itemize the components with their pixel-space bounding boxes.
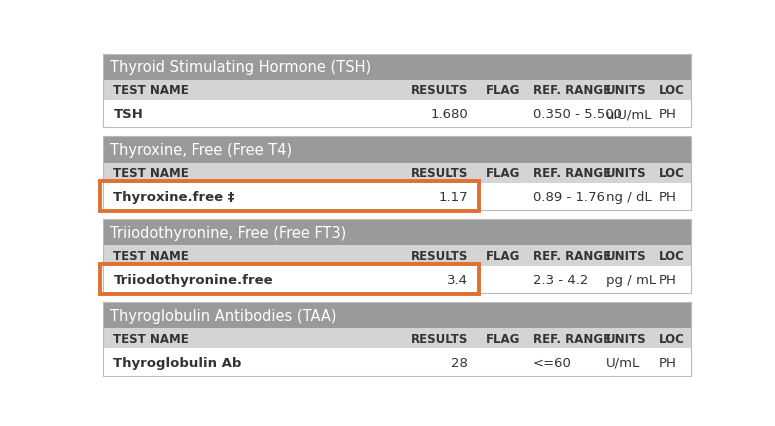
Text: pg / mL: pg / mL <box>606 273 656 286</box>
Text: uIU/mL: uIU/mL <box>606 108 653 121</box>
Bar <box>103 246 691 266</box>
Bar <box>103 163 691 183</box>
Text: Thyroxine, Free (Free T4): Thyroxine, Free (Free T4) <box>110 143 292 158</box>
Text: RESULTS: RESULTS <box>411 167 468 180</box>
Text: Triiodothyronine.free: Triiodothyronine.free <box>113 273 273 286</box>
Text: 2.3 - 4.2: 2.3 - 4.2 <box>532 273 588 286</box>
Text: RESULTS: RESULTS <box>411 84 468 97</box>
Bar <box>103 137 691 210</box>
Text: FLAG: FLAG <box>485 249 520 262</box>
Text: TEST NAME: TEST NAME <box>113 249 189 262</box>
Text: UNITS: UNITS <box>606 249 647 262</box>
Text: 1.680: 1.680 <box>430 108 468 121</box>
Text: UNITS: UNITS <box>606 332 647 345</box>
Text: U/mL: U/mL <box>606 356 640 368</box>
Text: 0.89 - 1.76: 0.89 - 1.76 <box>532 190 604 203</box>
Text: ng / dL: ng / dL <box>606 190 652 203</box>
Text: LOC: LOC <box>659 332 685 345</box>
Text: FLAG: FLAG <box>485 84 520 97</box>
Text: UNITS: UNITS <box>606 167 647 180</box>
Text: FLAG: FLAG <box>485 332 520 345</box>
Bar <box>103 101 691 128</box>
Text: LOC: LOC <box>659 167 685 180</box>
Text: PH: PH <box>659 190 677 203</box>
Bar <box>103 348 691 376</box>
Text: TSH: TSH <box>113 108 143 121</box>
Text: REF. RANGE: REF. RANGE <box>532 167 611 180</box>
Bar <box>103 183 691 210</box>
Text: Thyroid Stimulating Hormone (TSH): Thyroid Stimulating Hormone (TSH) <box>110 60 371 75</box>
Text: REF. RANGE: REF. RANGE <box>532 84 611 97</box>
Bar <box>103 81 691 101</box>
Bar <box>103 302 691 376</box>
Text: 1.17: 1.17 <box>438 190 468 203</box>
Text: RESULTS: RESULTS <box>411 249 468 262</box>
Bar <box>103 220 691 293</box>
Text: REF. RANGE: REF. RANGE <box>532 332 611 345</box>
Text: 0.350 - 5.500: 0.350 - 5.500 <box>532 108 622 121</box>
Text: Thyroglobulin Ab: Thyroglobulin Ab <box>113 356 242 368</box>
Text: PH: PH <box>659 356 677 368</box>
Bar <box>103 302 691 328</box>
Text: PH: PH <box>659 108 677 121</box>
Text: FLAG: FLAG <box>485 167 520 180</box>
Text: 28: 28 <box>451 356 468 368</box>
Bar <box>103 55 691 128</box>
Text: REF. RANGE: REF. RANGE <box>532 249 611 262</box>
Bar <box>103 220 691 246</box>
Text: PH: PH <box>659 273 677 286</box>
Text: Thyroglobulin Antibodies (TAA): Thyroglobulin Antibodies (TAA) <box>110 308 336 323</box>
Bar <box>103 266 691 293</box>
Bar <box>103 55 691 81</box>
Text: TEST NAME: TEST NAME <box>113 84 189 97</box>
Text: Thyroxine.free ‡: Thyroxine.free ‡ <box>113 190 235 203</box>
Bar <box>103 328 691 348</box>
Text: RESULTS: RESULTS <box>411 332 468 345</box>
Text: TEST NAME: TEST NAME <box>113 167 189 180</box>
Text: 3.4: 3.4 <box>447 273 468 286</box>
Text: <=60: <=60 <box>532 356 571 368</box>
Bar <box>103 137 691 163</box>
Text: TEST NAME: TEST NAME <box>113 332 189 345</box>
Text: LOC: LOC <box>659 84 685 97</box>
Text: LOC: LOC <box>659 249 685 262</box>
Text: UNITS: UNITS <box>606 84 647 97</box>
Text: Triiodothyronine, Free (Free FT3): Triiodothyronine, Free (Free FT3) <box>110 225 346 240</box>
